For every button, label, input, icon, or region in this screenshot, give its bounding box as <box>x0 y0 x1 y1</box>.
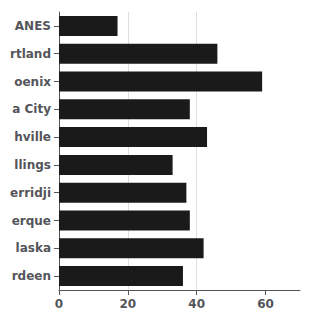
svg-text:20: 20 <box>120 297 137 311</box>
svg-text:a City: a City <box>12 102 51 116</box>
svg-text:rtland: rtland <box>10 47 51 61</box>
svg-text:0: 0 <box>55 297 63 311</box>
svg-text:erridji: erridji <box>10 186 51 200</box>
svg-text:oenix: oenix <box>14 75 51 89</box>
svg-text:60: 60 <box>257 297 274 311</box>
svg-text:rdeen: rdeen <box>12 269 51 283</box>
svg-text:40: 40 <box>188 297 205 311</box>
svg-text:llings: llings <box>14 158 51 172</box>
svg-text:hville: hville <box>14 130 51 144</box>
svg-text:laska: laska <box>16 241 51 255</box>
svg-text:ANES: ANES <box>15 19 51 33</box>
svg-text:erque: erque <box>12 214 51 228</box>
